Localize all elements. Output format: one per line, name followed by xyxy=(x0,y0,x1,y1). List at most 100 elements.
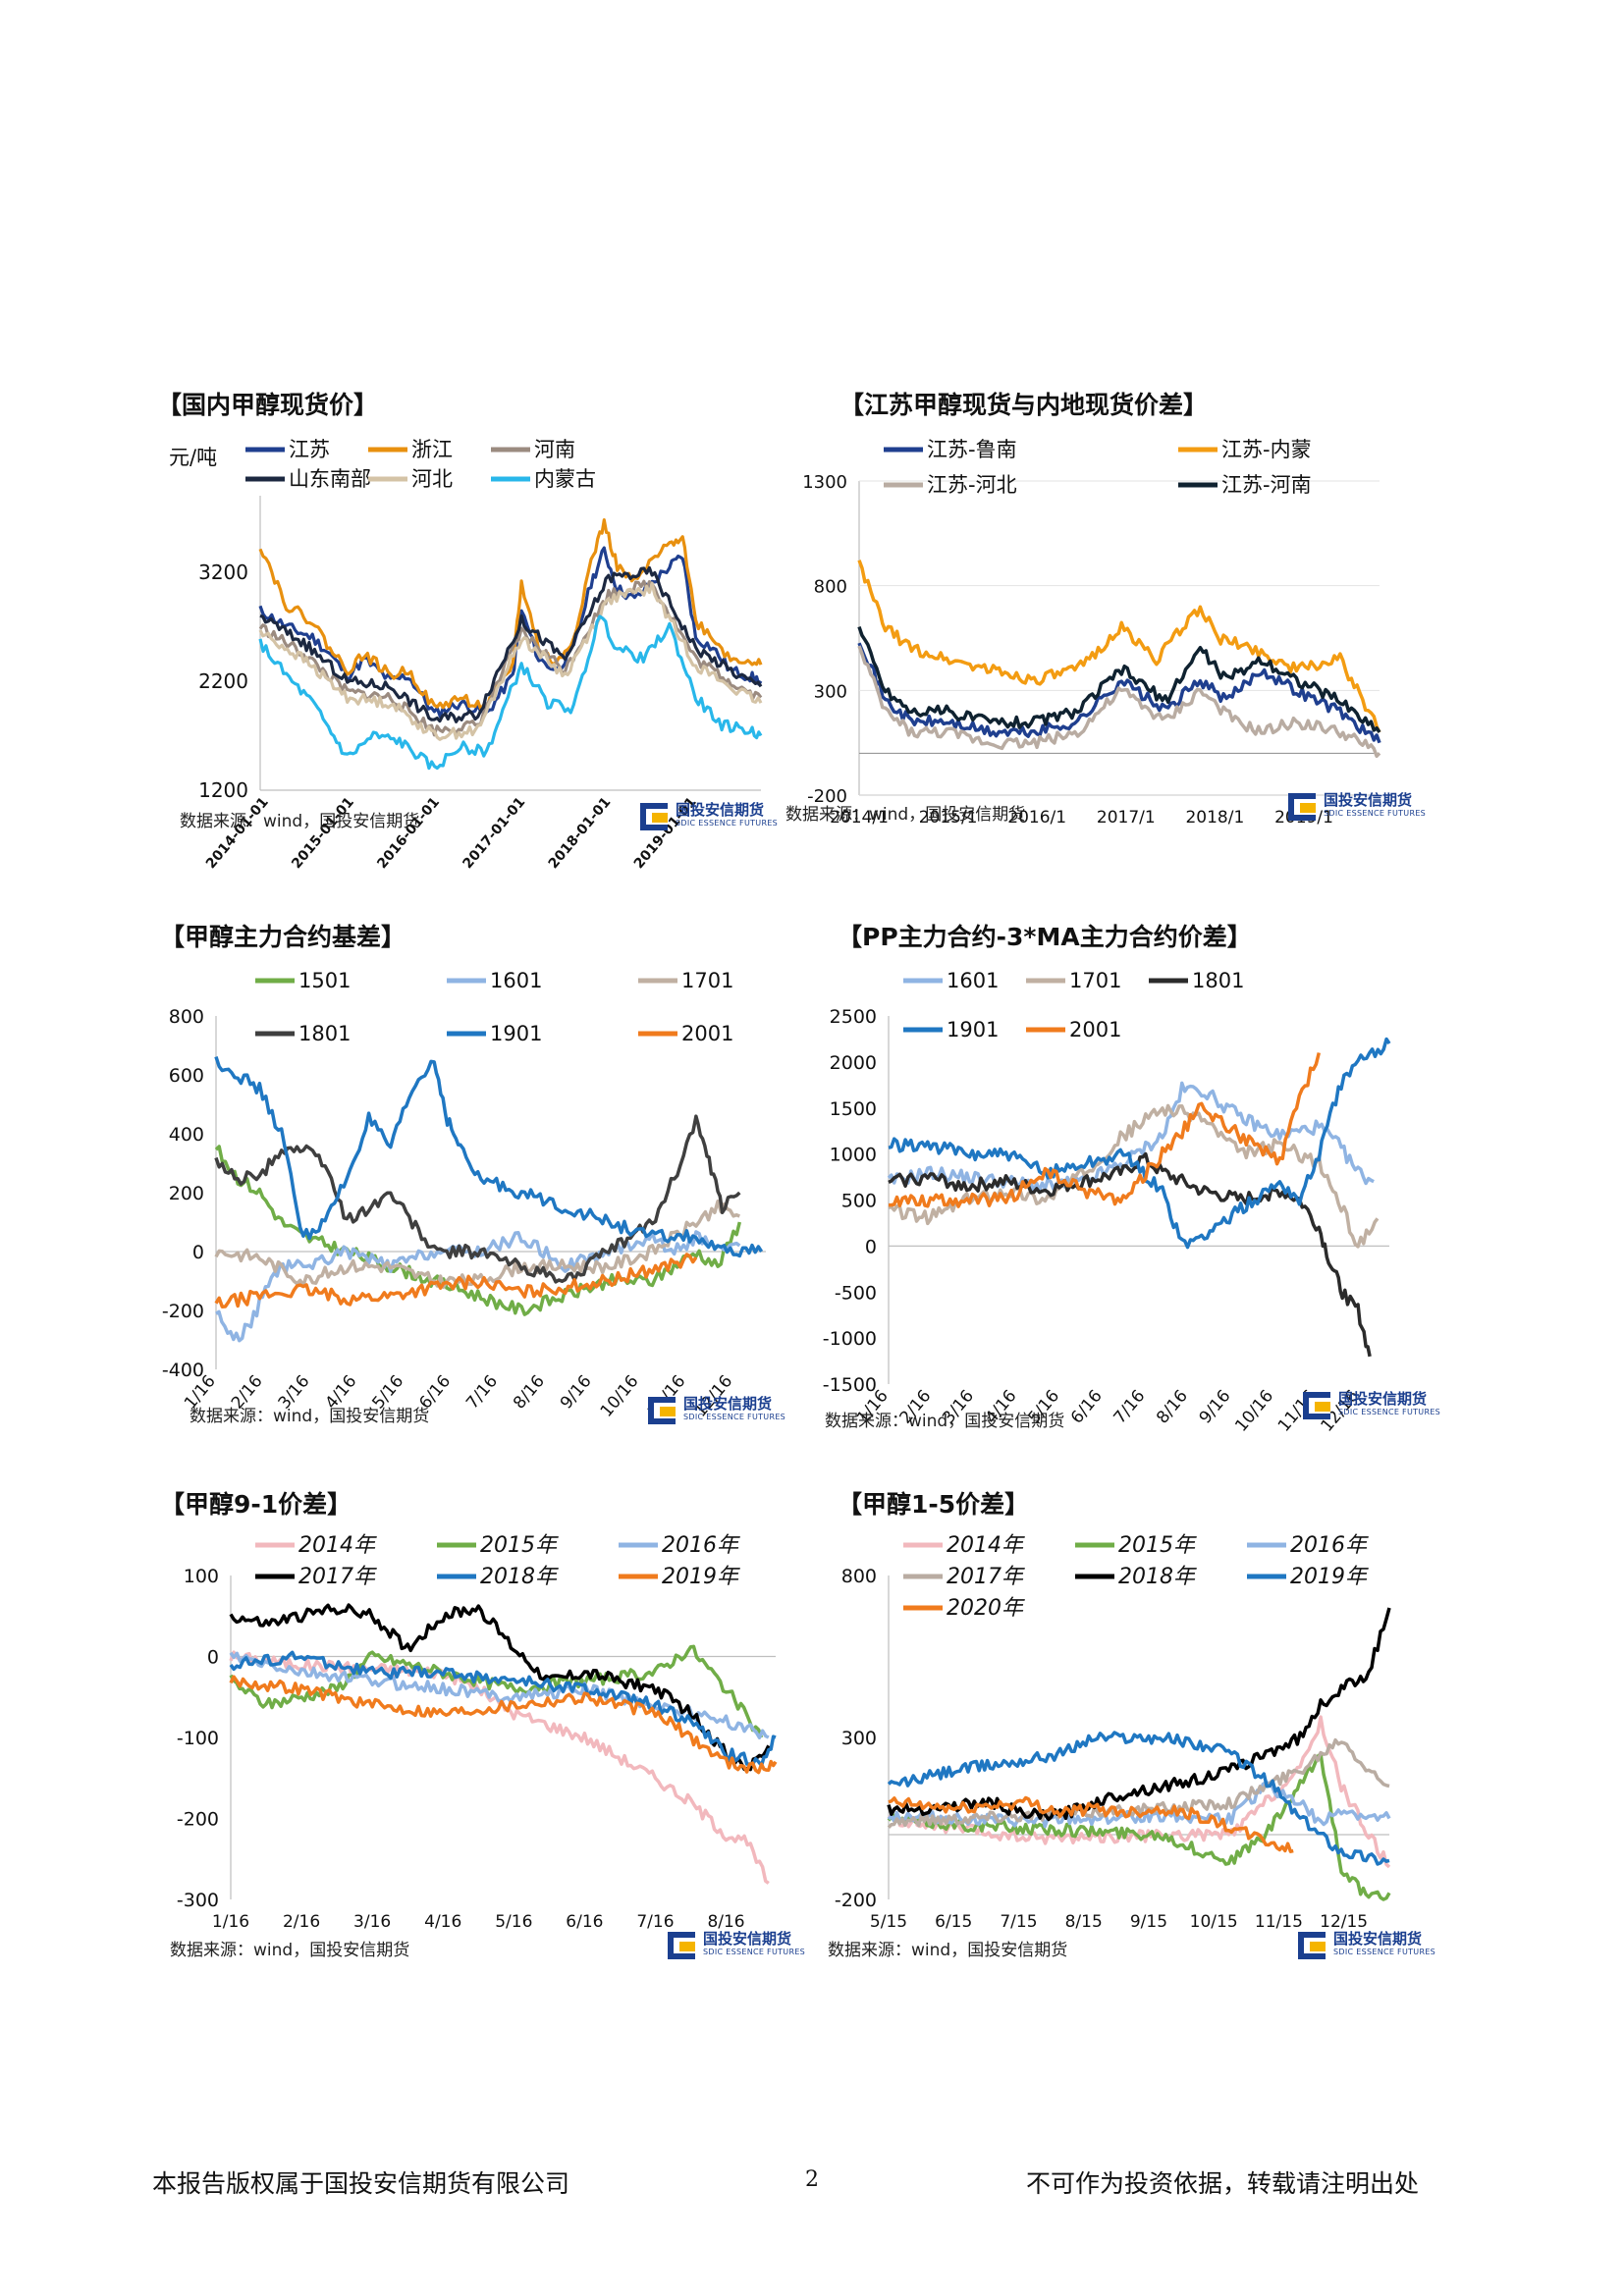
sdic-logo: 国投安信期货 SDIC ESSENCE FUTURES xyxy=(640,797,807,836)
series-line-1 xyxy=(857,642,1381,744)
y-tick-label: 800 xyxy=(169,1006,204,1028)
legend-label: 1701 xyxy=(681,969,733,992)
series-line-4 xyxy=(857,626,1381,733)
legend-label: 2020年 xyxy=(947,1596,1025,1621)
x-tick-label: 9/15 xyxy=(1130,1912,1167,1932)
series-line-3 xyxy=(888,1151,1372,1358)
y-tick-label: 600 xyxy=(169,1065,204,1087)
x-tick-label: 1/16 xyxy=(212,1912,249,1932)
legend-label: 1801 xyxy=(1192,969,1244,992)
y-tick-label: -100 xyxy=(177,1728,219,1749)
y-tick-label: 200 xyxy=(169,1183,204,1204)
logo-cn: 国投安信期货 xyxy=(676,801,765,819)
legend-label: 2015年 xyxy=(1118,1533,1197,1558)
x-tick-label: 11/15 xyxy=(1255,1912,1303,1932)
sdic-logo: 国投安信期货 SDIC ESSENCE FUTURES xyxy=(1288,787,1455,827)
chart1-title: 【国内甲醇现货价】 xyxy=(157,391,379,419)
chart4-title: 【PP主力合约-3*MA主力合约价差】 xyxy=(838,923,1252,951)
legend-label: 1901 xyxy=(947,1018,999,1041)
logo-cn: 国投安信期货 xyxy=(1324,791,1413,809)
y-tick-label: -200 xyxy=(807,786,847,807)
sdic-logo-mark xyxy=(648,1397,676,1424)
y-tick-label: 2200 xyxy=(198,669,248,693)
series-line-3 xyxy=(258,579,763,737)
series-line-2 xyxy=(215,1230,741,1343)
x-tick-label: 8/16 xyxy=(1153,1386,1192,1427)
sdic-logo: 国投安信期货 SDIC ESSENCE FUTURES xyxy=(1303,1386,1470,1425)
legend-label: 2019年 xyxy=(1290,1565,1369,1589)
legend-label: 1601 xyxy=(947,969,999,992)
legend-label: 2017年 xyxy=(298,1565,377,1589)
series-line-6 xyxy=(887,1731,1390,1866)
logo-en: SDIC ESSENCE FUTURES xyxy=(1324,809,1427,818)
series-line-5 xyxy=(887,1607,1391,1822)
y-tick-label: 0 xyxy=(207,1647,219,1669)
x-tick-label: 2014/1 xyxy=(830,808,889,828)
x-tick-label: 2018/1 xyxy=(1185,808,1244,828)
chart4-source: 数据来源：wind，国投安信期货 xyxy=(825,1412,1065,1431)
x-tick-label: 7/16 xyxy=(636,1912,674,1932)
series-line-2 xyxy=(887,1752,1391,1901)
legend-label: 1501 xyxy=(298,969,351,992)
y-tick-label: 800 xyxy=(814,577,847,598)
legend-label: 1601 xyxy=(490,969,542,992)
x-tick-label: 4/16 xyxy=(424,1912,461,1932)
x-tick-label: 9/16 xyxy=(557,1371,596,1413)
x-tick-label: 6/15 xyxy=(935,1912,972,1932)
series-line-6 xyxy=(229,1675,778,1775)
chart1-source: 数据来源：wind，国投安信期货 xyxy=(180,812,420,831)
y-tick-label: 300 xyxy=(814,681,847,702)
chart2-source: 数据来源：wind，国投安信期货 xyxy=(785,805,1026,825)
legend-label: 1901 xyxy=(490,1022,542,1045)
series-line-1 xyxy=(887,1081,1375,1193)
x-tick-label: 2017-01-01 xyxy=(460,794,528,872)
sdic-logo-mark xyxy=(1303,1392,1330,1419)
y-tick-label: -300 xyxy=(177,1890,219,1911)
chart-ma-1-5-spread: -200 300 800 5/15 6/15 7/15 8/15 9/15 10/15 11/15… xyxy=(835,1533,1391,1932)
x-tick-label: 2015/1 xyxy=(919,808,978,828)
y-tick-label: -200 xyxy=(835,1890,877,1911)
y-tick-label: 1000 xyxy=(830,1145,877,1166)
sdic-logo-mark xyxy=(1298,1932,1326,1959)
x-tick-label: 6/16 xyxy=(1067,1386,1107,1427)
legend-label: 江苏 xyxy=(289,438,330,461)
y-tick-label: 1200 xyxy=(198,778,248,802)
legend-label: 2019年 xyxy=(662,1565,740,1589)
sdic-logo-mark xyxy=(668,1932,695,1959)
chart-jiangsu-inland-spread: -200 300 800 1300 2014/1 2015/1 2016/1 2017/1 20… xyxy=(802,438,1381,828)
series-line-2 xyxy=(857,560,1381,733)
logo-cn: 国投安信期货 xyxy=(1333,1930,1423,1948)
logo-en: SDIC ESSENCE FUTURES xyxy=(703,1948,806,1956)
x-tick-label: 2018-01-01 xyxy=(546,794,615,872)
legend-label: 2016年 xyxy=(662,1533,740,1558)
x-tick-label: 7/16 xyxy=(462,1371,502,1413)
sdic-logo-mark xyxy=(640,803,668,830)
x-tick-label: 8/16 xyxy=(707,1912,744,1932)
chart3-source: 数据来源：wind，国投安信期货 xyxy=(189,1407,430,1426)
legend-label: 2001 xyxy=(681,1022,733,1045)
sdic-logo: 国投安信期货 SDIC ESSENCE FUTURES xyxy=(668,1926,835,1965)
legend-label: 江苏-河南 xyxy=(1221,473,1312,497)
series-line-3 xyxy=(229,1651,770,1739)
series-line-5 xyxy=(258,581,763,741)
series-line-7 xyxy=(888,1795,1294,1853)
x-tick-label: 2017/1 xyxy=(1097,808,1156,828)
legend-label: 2016年 xyxy=(1290,1533,1369,1558)
x-tick-label: 10/15 xyxy=(1190,1912,1238,1932)
series-line-5 xyxy=(889,1052,1321,1208)
x-tick-label: 2016/1 xyxy=(1007,808,1066,828)
y-tick-label: 2500 xyxy=(830,1006,877,1028)
x-tick-label: 8/15 xyxy=(1065,1912,1103,1932)
series-line-4 xyxy=(229,1603,771,1772)
x-tick-label: 12/15 xyxy=(1320,1912,1368,1932)
chart6-source: 数据来源：wind，国投安信期货 xyxy=(828,1941,1068,1960)
y-tick-label: 2000 xyxy=(830,1052,877,1074)
page-number: 2 xyxy=(805,2167,819,2192)
chart5-source: 数据来源：wind，国投安信期货 xyxy=(170,1941,410,1960)
legend-label: 江苏-河北 xyxy=(927,473,1017,497)
y-tick-label: 3200 xyxy=(198,561,248,584)
series-line-4 xyxy=(259,565,763,723)
logo-cn: 国投安信期货 xyxy=(703,1930,792,1948)
sdic-logo: 国投安信期货 SDIC ESSENCE FUTURES xyxy=(648,1391,815,1430)
logo-en: SDIC ESSENCE FUTURES xyxy=(676,819,779,828)
